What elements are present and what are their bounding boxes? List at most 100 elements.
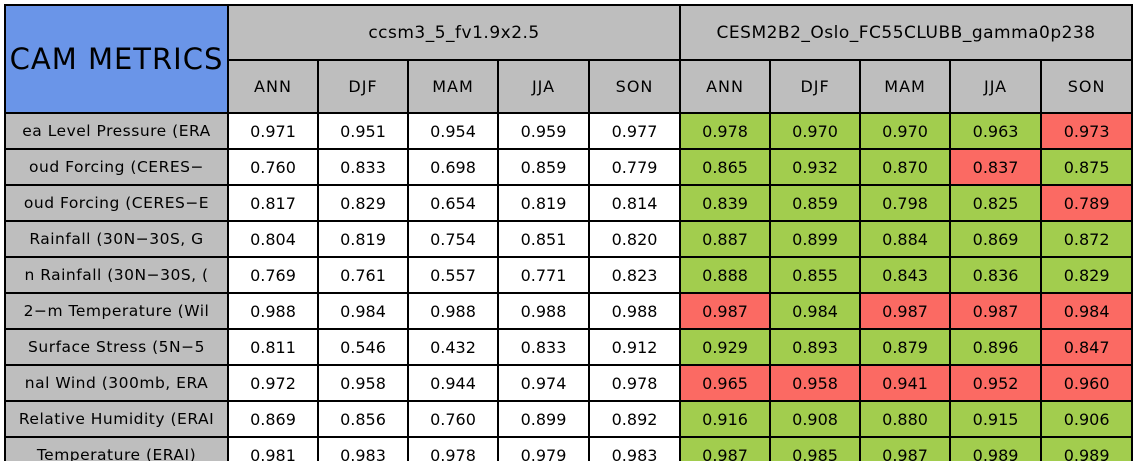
metric-value-cell: 0.958 — [317, 364, 409, 402]
metric-status-cell: 0.847 — [1040, 328, 1134, 366]
row-label: Rainfall (30N−30S, G — [4, 220, 229, 258]
metric-value-cell: 0.769 — [227, 256, 319, 294]
metric-status-cell: 0.908 — [769, 400, 862, 438]
metric-status-cell: 0.893 — [769, 328, 862, 366]
metric-status-cell: 0.789 — [1040, 184, 1134, 222]
season-header-m1-mam: MAM — [407, 59, 499, 114]
metric-status-cell: 0.887 — [679, 220, 772, 258]
row-label: oud Forcing (CERES−E — [4, 184, 229, 222]
metric-status-cell: 0.915 — [949, 400, 1043, 438]
metric-status-cell: 0.869 — [949, 220, 1043, 258]
season-header-m2-djf: DJF — [769, 59, 862, 114]
metric-value-cell: 0.779 — [587, 148, 682, 186]
season-header-m1-son: SON — [587, 59, 682, 114]
row-label: 2−m Temperature (Wil — [4, 292, 229, 330]
metric-value-cell: 0.833 — [317, 148, 409, 186]
table-row: Surface Stress (5N−5 0.811 0.546 0.432 0.833… — [4, 328, 1134, 366]
metric-value-cell: 0.899 — [497, 400, 590, 438]
model2-header: CESM2B2_Oslo_FC55CLUBB_gamma0p238 — [679, 4, 1134, 61]
metric-status-cell: 0.989 — [949, 436, 1043, 461]
table-row: oud Forcing (CERES−E 0.817 0.829 0.654 0.819… — [4, 184, 1134, 222]
row-label: oud Forcing (CERES− — [4, 148, 229, 186]
metric-status-cell: 0.978 — [679, 112, 772, 150]
table-row: n Rainfall (30N−30S, (0.769 0.761 0.557 0.7… — [4, 256, 1134, 294]
row-label: nal Wind (300mb, ERA — [4, 364, 229, 402]
season-header-m1-djf: DJF — [317, 59, 409, 114]
metric-value-cell: 0.654 — [407, 184, 499, 222]
metric-status-cell: 0.843 — [859, 256, 952, 294]
metric-status-cell: 0.984 — [1040, 292, 1134, 330]
metric-status-cell: 0.875 — [1040, 148, 1134, 186]
metric-value-cell: 0.959 — [497, 112, 590, 150]
metric-status-cell: 0.855 — [769, 256, 862, 294]
table-row: Rainfall (30N−30S, G 0.804 0.819 0.754 0.851… — [4, 220, 1134, 258]
table-row: Temperature (ERAI) 0.981 0.983 0.978 0.979 0.… — [4, 436, 1134, 461]
metric-value-cell: 0.557 — [407, 256, 499, 294]
metric-status-cell: 0.829 — [1040, 256, 1134, 294]
metric-value-cell: 0.829 — [317, 184, 409, 222]
row-label: n Rainfall (30N−30S, ( — [4, 256, 229, 294]
metric-value-cell: 0.988 — [407, 292, 499, 330]
metric-value-cell: 0.983 — [587, 436, 682, 461]
metric-value-cell: 0.817 — [227, 184, 319, 222]
metric-status-cell: 0.952 — [949, 364, 1043, 402]
metric-status-cell: 0.958 — [769, 364, 862, 402]
table-row: oud Forcing (CERES− 0.760 0.833 0.698 0.859 0… — [4, 148, 1134, 186]
metric-value-cell: 0.804 — [227, 220, 319, 258]
metric-value-cell: 0.972 — [227, 364, 319, 402]
metric-value-cell: 0.856 — [317, 400, 409, 438]
metric-status-cell: 0.837 — [949, 148, 1043, 186]
metric-value-cell: 0.851 — [497, 220, 590, 258]
metric-value-cell: 0.811 — [227, 328, 319, 366]
season-header-m2-mam: MAM — [859, 59, 952, 114]
metric-status-cell: 0.836 — [949, 256, 1043, 294]
metric-status-cell: 0.916 — [679, 400, 772, 438]
metric-status-cell: 0.987 — [679, 292, 772, 330]
season-header-m1-jja: JJA — [497, 59, 590, 114]
metric-value-cell: 0.823 — [587, 256, 682, 294]
metric-status-cell: 0.872 — [1040, 220, 1134, 258]
metric-value-cell: 0.988 — [587, 292, 682, 330]
metric-status-cell: 0.906 — [1040, 400, 1134, 438]
metric-value-cell: 0.869 — [227, 400, 319, 438]
metric-status-cell: 0.859 — [769, 184, 862, 222]
table-row: 2−m Temperature (Wil 0.988 0.984 0.988 0.988… — [4, 292, 1134, 330]
metric-status-cell: 0.896 — [949, 328, 1043, 366]
season-header-m2-son: SON — [1040, 59, 1134, 114]
metric-value-cell: 0.978 — [587, 364, 682, 402]
metric-status-cell: 0.970 — [769, 112, 862, 150]
season-header-m2-ann: ANN — [679, 59, 772, 114]
metric-value-cell: 0.432 — [407, 328, 499, 366]
metric-status-cell: 0.932 — [769, 148, 862, 186]
metric-value-cell: 0.760 — [407, 400, 499, 438]
metric-value-cell: 0.859 — [497, 148, 590, 186]
metric-status-cell: 0.963 — [949, 112, 1043, 150]
metric-value-cell: 0.754 — [407, 220, 499, 258]
row-label: Surface Stress (5N−5 — [4, 328, 229, 366]
metric-status-cell: 0.865 — [679, 148, 772, 186]
metric-value-cell: 0.771 — [497, 256, 590, 294]
metric-status-cell: 0.987 — [949, 292, 1043, 330]
metric-value-cell: 0.912 — [587, 328, 682, 366]
metric-value-cell: 0.979 — [497, 436, 590, 461]
metric-status-cell: 0.985 — [769, 436, 862, 461]
metric-status-cell: 0.984 — [769, 292, 862, 330]
metric-status-cell: 0.973 — [1040, 112, 1134, 150]
metric-status-cell: 0.941 — [859, 364, 952, 402]
row-label: Temperature (ERAI) — [4, 436, 229, 461]
metric-status-cell: 0.965 — [679, 364, 772, 402]
metric-value-cell: 0.546 — [317, 328, 409, 366]
row-label: ea Level Pressure (ERA — [4, 112, 229, 150]
metric-value-cell: 0.971 — [227, 112, 319, 150]
season-header-m1-ann: ANN — [227, 59, 319, 114]
metric-value-cell: 0.761 — [317, 256, 409, 294]
metric-status-cell: 0.884 — [859, 220, 952, 258]
row-label: Relative Humidity (ERAI — [4, 400, 229, 438]
metric-value-cell: 0.698 — [407, 148, 499, 186]
metric-value-cell: 0.954 — [407, 112, 499, 150]
metric-value-cell: 0.974 — [497, 364, 590, 402]
metric-value-cell: 0.892 — [587, 400, 682, 438]
metric-value-cell: 0.944 — [407, 364, 499, 402]
metric-status-cell: 0.798 — [859, 184, 952, 222]
metric-status-cell: 0.825 — [949, 184, 1043, 222]
